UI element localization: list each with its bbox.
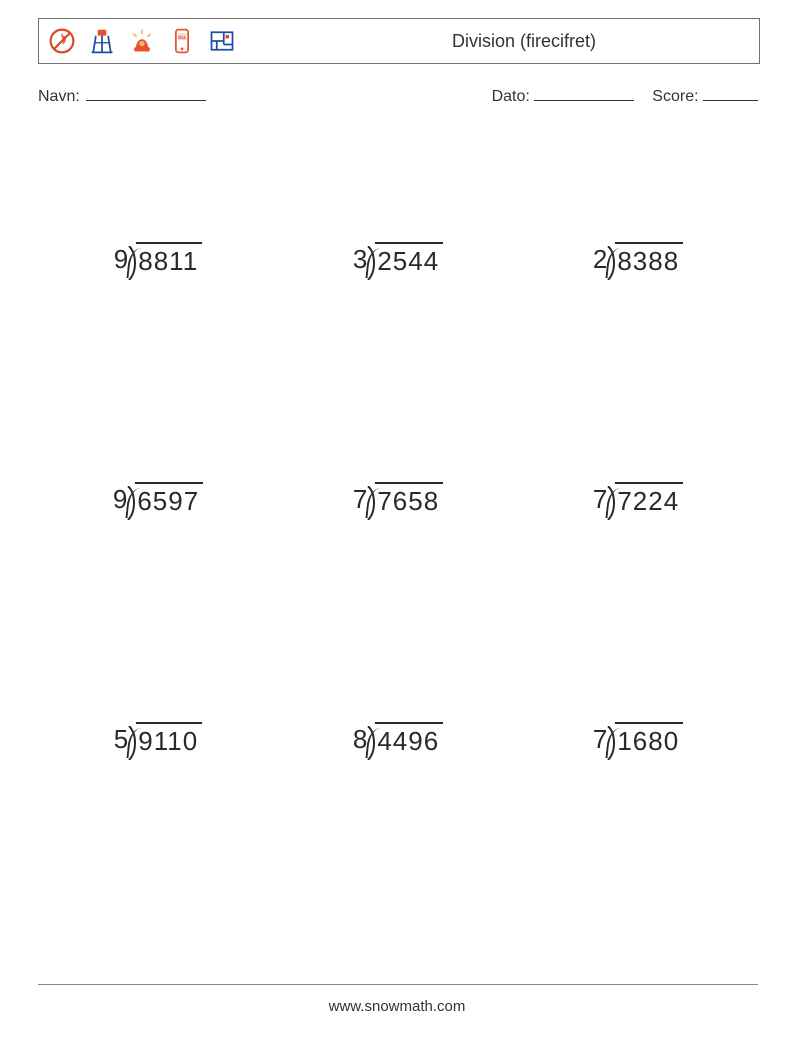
problem: 84496 — [278, 620, 518, 860]
dividend: 1680 — [615, 722, 683, 756]
problem: 71680 — [518, 620, 758, 860]
dividend-wrap: 6597 — [129, 488, 203, 514]
dividend-wrap: 7658 — [369, 488, 443, 514]
problems-grid: 98811 32544 28388 96597 77658 77224 59110 84496… — [38, 140, 758, 860]
dividend-wrap: 2544 — [369, 248, 443, 274]
long-division-bracket-icon — [366, 246, 380, 280]
problem: 32544 — [278, 140, 518, 380]
dividend: 2544 — [375, 242, 443, 276]
problem: 96597 — [38, 380, 278, 620]
floor-plan-icon — [207, 26, 237, 56]
water-tower-icon — [87, 26, 117, 56]
problem: 59110 — [38, 620, 278, 860]
score-blank[interactable] — [703, 86, 758, 101]
svg-text:911: 911 — [178, 35, 186, 41]
date-label: Dato: — [492, 88, 530, 105]
long-division-bracket-icon — [127, 246, 141, 280]
problem: 77224 — [518, 380, 758, 620]
long-division-bracket-icon — [127, 726, 141, 760]
long-division: 59110 — [114, 726, 202, 754]
dividend: 7658 — [375, 482, 443, 516]
long-division: 96597 — [113, 486, 203, 514]
header-box: 911 Division (firecifret) — [38, 18, 760, 64]
long-division-bracket-icon — [606, 246, 620, 280]
long-division: 71680 — [593, 726, 683, 754]
dividend-wrap: 1680 — [609, 728, 683, 754]
long-division: 77658 — [353, 486, 443, 514]
long-division: 77224 — [593, 486, 683, 514]
footer-divider — [38, 984, 758, 985]
name-label: Navn: — [38, 88, 80, 106]
phone-911-icon: 911 — [167, 26, 197, 56]
long-division-bracket-icon — [366, 486, 380, 520]
date-blank[interactable] — [534, 86, 634, 101]
info-fields: Navn: Dato: Score: — [38, 86, 758, 106]
long-division: 98811 — [114, 246, 202, 274]
dividend-wrap: 8388 — [609, 248, 683, 274]
dividend: 8811 — [136, 242, 202, 276]
no-fire-icon — [47, 26, 77, 56]
name-blank[interactable] — [86, 86, 206, 101]
long-division: 28388 — [593, 246, 683, 274]
long-division-bracket-icon — [366, 726, 380, 760]
long-division: 32544 — [353, 246, 443, 274]
dividend-wrap: 7224 — [609, 488, 683, 514]
footer-url: www.snowmath.com — [0, 998, 794, 1015]
problem: 77658 — [278, 380, 518, 620]
header-icons: 911 — [39, 26, 237, 56]
long-division-bracket-icon — [606, 726, 620, 760]
score-label: Score: — [652, 88, 698, 105]
problem: 28388 — [518, 140, 758, 380]
dividend: 9110 — [136, 722, 202, 756]
dividend-wrap: 8811 — [130, 248, 202, 274]
dividend: 7224 — [615, 482, 683, 516]
alarm-light-icon — [127, 26, 157, 56]
long-division-bracket-icon — [126, 486, 140, 520]
dividend-wrap: 4496 — [369, 728, 443, 754]
long-division: 84496 — [353, 726, 443, 754]
dividend-wrap: 9110 — [130, 728, 202, 754]
dividend: 4496 — [375, 722, 443, 756]
long-division-bracket-icon — [606, 486, 620, 520]
dividend: 8388 — [615, 242, 683, 276]
problem: 98811 — [38, 140, 278, 380]
dividend: 6597 — [135, 482, 203, 516]
